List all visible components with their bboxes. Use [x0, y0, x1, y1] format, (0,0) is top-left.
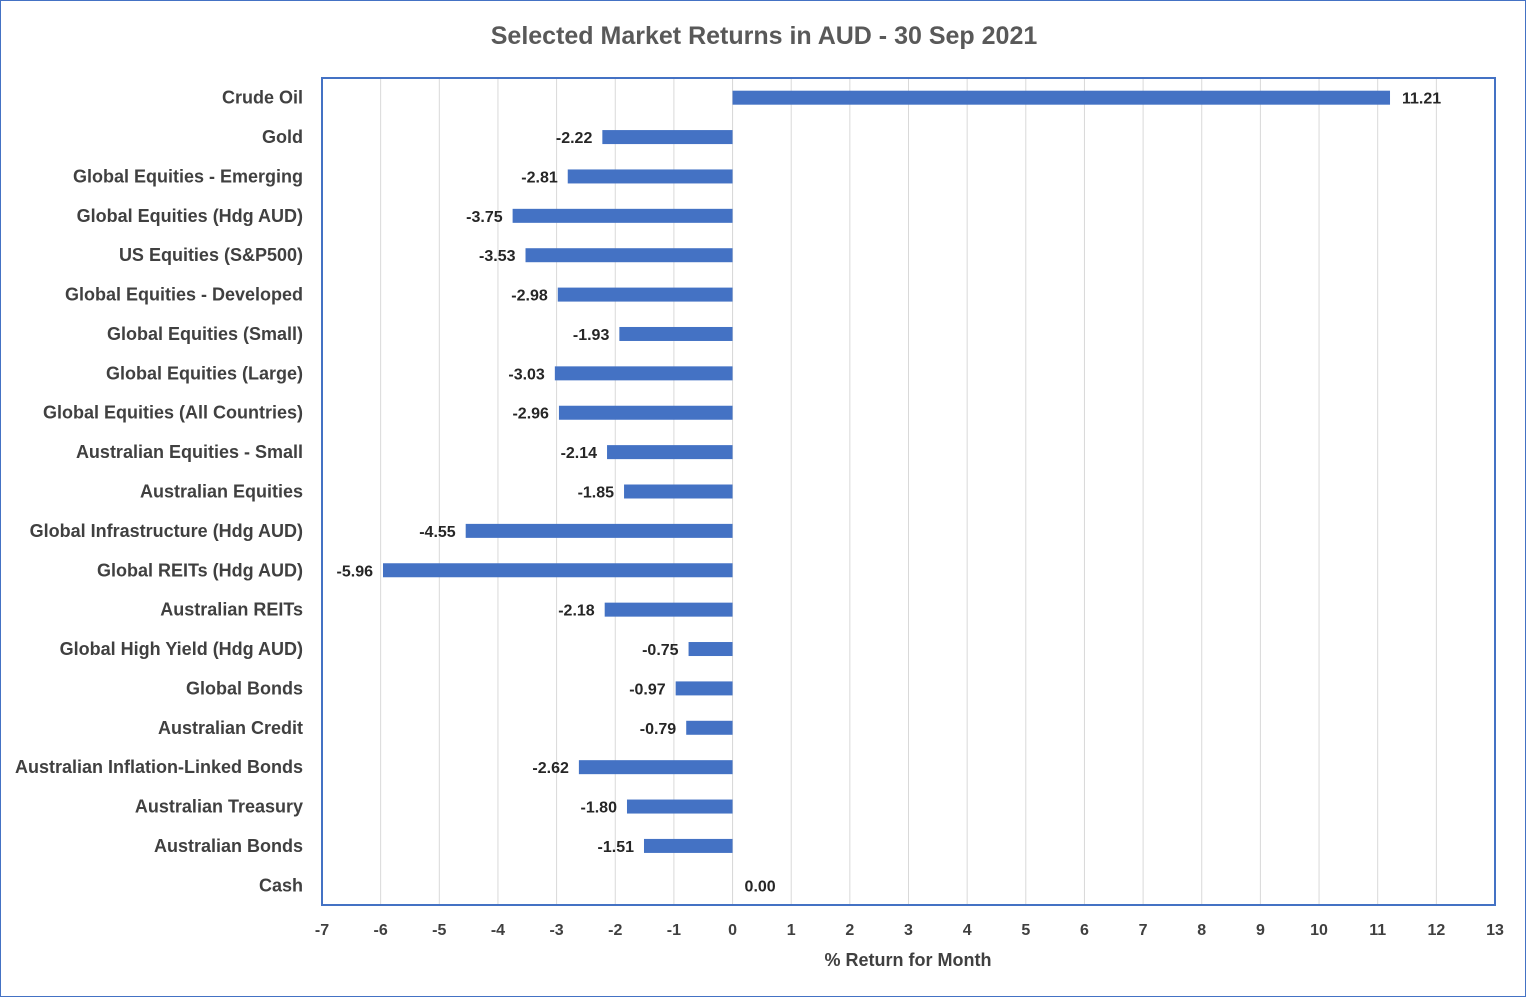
data-label: -3.03	[508, 366, 545, 383]
data-label: -2.22	[556, 130, 593, 147]
bar	[688, 642, 733, 657]
bar	[567, 169, 733, 184]
plot-area	[321, 77, 1496, 906]
x-tick-label: -6	[374, 922, 388, 939]
bar	[558, 405, 733, 420]
category-label: Global Equities (Small)	[107, 324, 303, 344]
x-tick-label: 11	[1369, 922, 1386, 939]
data-label: -2.62	[532, 760, 569, 777]
category-label: Australian Treasury	[135, 797, 303, 817]
data-labels: 11.21 -2.22 -2.81 -3.75 -3.53 -2.98 -1.93 -3.03…	[337, 91, 1442, 896]
x-tick-label: 2	[845, 922, 854, 939]
category-label: Global Equities - Developed	[65, 285, 303, 305]
category-label: Crude Oil	[222, 88, 303, 108]
bar	[626, 799, 733, 814]
bar	[525, 248, 733, 263]
bar	[675, 681, 733, 696]
bar	[686, 720, 733, 735]
x-tick-label: 7	[1139, 922, 1148, 939]
category-label: Australian Inflation-Linked Bonds	[15, 757, 303, 777]
category-label: Australian Credit	[158, 718, 303, 738]
data-label: -4.55	[419, 524, 456, 541]
bar	[578, 760, 733, 775]
category-label: Cash	[259, 875, 303, 895]
data-label: -0.75	[642, 642, 679, 659]
data-label: -1.51	[598, 839, 635, 856]
x-tick-label: -4	[491, 922, 505, 939]
chart-title: Selected Market Returns in AUD - 30 Sep …	[491, 22, 1038, 50]
bar	[604, 602, 733, 617]
data-label: -3.53	[479, 248, 516, 265]
data-label: -2.81	[521, 169, 558, 186]
x-axis-title: % Return for Month	[825, 950, 992, 970]
category-label: Global Equities (Large)	[106, 363, 303, 383]
x-tick-label: 8	[1197, 922, 1206, 939]
bar	[619, 326, 733, 341]
data-label: -5.96	[337, 563, 374, 580]
bar	[465, 523, 733, 538]
bar	[643, 838, 733, 853]
category-label: Global High Yield (Hdg AUD)	[60, 639, 303, 659]
data-label: -1.85	[578, 485, 615, 502]
x-tick-label: 1	[787, 922, 796, 939]
data-label: -1.80	[581, 800, 618, 817]
x-tick-label: 0	[728, 922, 737, 939]
x-tick-label: -3	[549, 922, 563, 939]
data-label: 11.21	[1402, 91, 1441, 108]
category-label: Australian Equities - Small	[76, 442, 303, 462]
bars	[382, 90, 1391, 853]
category-label: Global Infrastructure (Hdg AUD)	[30, 521, 303, 541]
category-label: US Equities (S&P500)	[119, 245, 303, 265]
category-label: Global Equities (Hdg AUD)	[77, 206, 303, 226]
category-label: Global Bonds	[186, 678, 303, 698]
x-tick-label: -7	[315, 922, 329, 939]
category-label: Australian REITs	[160, 600, 303, 620]
x-tick-label: 6	[1080, 922, 1089, 939]
x-tick-label: -2	[608, 922, 622, 939]
x-tick-label: 10	[1310, 922, 1328, 939]
data-label: -2.18	[558, 603, 595, 620]
category-label: Global Equities - Emerging	[73, 166, 303, 186]
data-label: -3.75	[466, 209, 503, 226]
bar	[512, 208, 733, 223]
bar	[732, 90, 1391, 105]
data-label: -0.97	[629, 681, 666, 698]
data-label: -1.93	[573, 327, 610, 344]
data-label: -2.14	[561, 445, 598, 462]
gridlines	[321, 78, 1496, 905]
category-label: Global REITs (Hdg AUD)	[97, 560, 303, 580]
x-tick-label: 4	[963, 922, 972, 939]
x-tick-label: 9	[1256, 922, 1265, 939]
data-label: -2.96	[512, 406, 549, 423]
data-label: -2.98	[511, 288, 548, 305]
data-label: 0.00	[745, 878, 776, 895]
bar	[557, 287, 733, 302]
x-tick-label: 13	[1486, 922, 1504, 939]
data-label: -0.79	[640, 721, 677, 738]
x-tick-label: 3	[904, 922, 913, 939]
bar	[624, 484, 733, 499]
x-tick-label: -5	[432, 922, 446, 939]
x-tick-labels: -7 -6 -5 -4 -3 -2 -1 0 1 2 3 4 5 6 7 8 9 10 11 12 13	[315, 922, 1504, 939]
x-tick-label: -1	[667, 922, 681, 939]
category-label: Australian Bonds	[154, 836, 303, 856]
bar	[607, 445, 733, 460]
category-label: Global Equities (All Countries)	[43, 403, 303, 423]
bar	[602, 130, 733, 145]
bar	[554, 366, 733, 381]
bar	[382, 563, 733, 578]
category-label: Australian Equities	[140, 482, 303, 502]
x-tick-label: 5	[1021, 922, 1030, 939]
category-labels: Crude Oil Gold Global Equities - Emerging G…	[15, 88, 303, 896]
category-label: Gold	[262, 127, 303, 147]
x-tick-label: 12	[1427, 922, 1445, 939]
